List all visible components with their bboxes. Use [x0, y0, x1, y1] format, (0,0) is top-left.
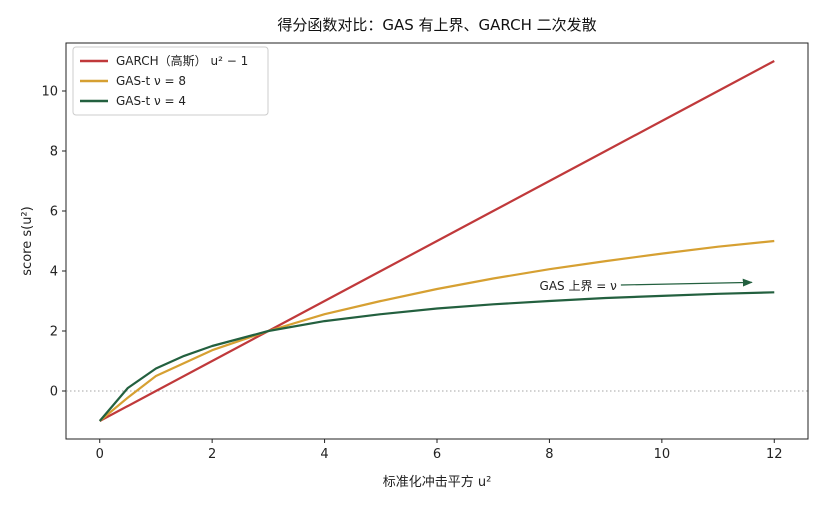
x-tick-label: 6 [433, 447, 441, 462]
y-tick-label: 0 [50, 385, 58, 400]
chart-title: 得分函数对比：GAS 有上界、GARCH 二次发散 [277, 16, 596, 34]
x-tick-label: 10 [654, 447, 671, 462]
y-tick-label: 6 [50, 205, 58, 220]
legend-box [72, 46, 269, 116]
x-tick-label: 8 [545, 447, 553, 462]
annotation-arrow [620, 278, 753, 287]
series-line-1 [99, 239, 775, 422]
series-lines [98, 60, 775, 422]
x-tick-label: 0 [96, 447, 104, 462]
legend: GARCH（高斯） u² − 1 GAS-t ν = 8 GAS-t ν = 4 [72, 46, 269, 116]
y-tick-label: 10 [41, 85, 58, 100]
y-axis-label: score s(u²) [20, 206, 35, 275]
legend-label-1: GAS-t ν = 8 [116, 74, 186, 88]
annotation-text: GAS 上界 = ν [540, 279, 618, 293]
x-tick-label: 2 [208, 447, 216, 462]
y-tick-label: 8 [50, 145, 58, 160]
x-axis-label: 标准化冲击平方 u² [383, 474, 492, 490]
y-tick-label: 4 [50, 265, 58, 280]
y-tick-label: 2 [50, 325, 58, 340]
series-line-0 [99, 60, 775, 422]
x-axis-ticks: 0 2 4 6 8 10 12 [96, 439, 783, 462]
x-tick-label: 4 [320, 447, 328, 462]
annotation: GAS 上界 = ν [540, 278, 753, 293]
y-axis-ticks: 0 2 4 6 8 10 [41, 85, 66, 400]
legend-label-2: GAS-t ν = 4 [116, 94, 186, 108]
series-line-2 [98, 291, 775, 422]
legend-label-0: GARCH（高斯） u² − 1 [116, 53, 248, 68]
x-tick-label: 12 [766, 447, 783, 462]
